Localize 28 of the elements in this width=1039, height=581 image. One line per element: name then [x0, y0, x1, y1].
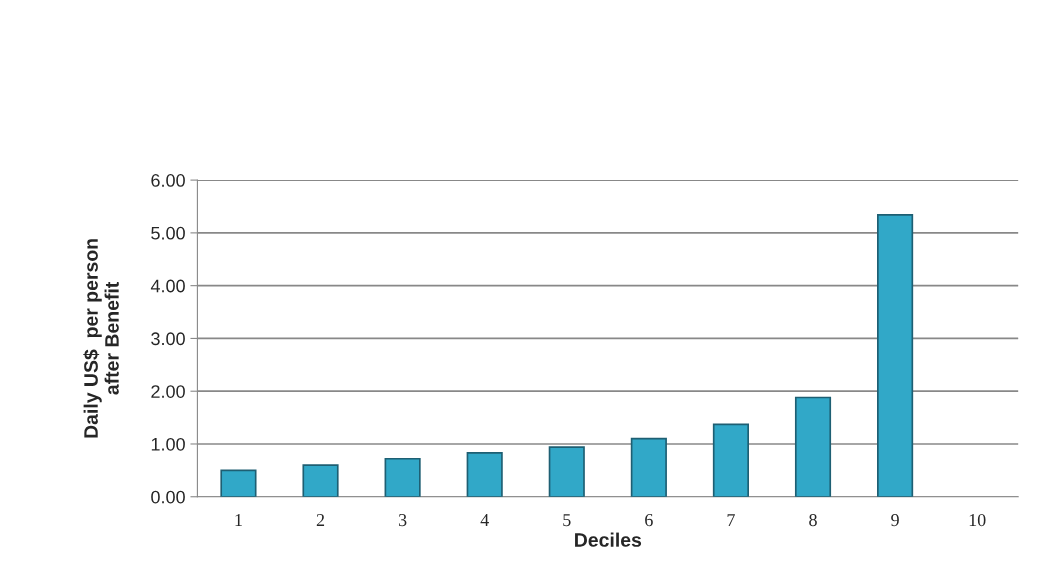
- y-tick-label: 0.00: [151, 490, 185, 504]
- x-tick-label: 6: [645, 513, 653, 527]
- x-tick-label: 2: [316, 513, 325, 526]
- x-tick-label: 7: [727, 514, 735, 526]
- x-tick-label: 4: [480, 514, 489, 526]
- bar: [548, 446, 585, 497]
- y-tick-label: 3.00: [151, 332, 185, 346]
- bar: [302, 464, 339, 497]
- y-tick-label: 2.00: [151, 385, 185, 398]
- y-tick-label: 6.00: [151, 174, 185, 187]
- y-tick-label: 1.00: [151, 437, 185, 451]
- x-tick-label: 5: [563, 514, 571, 527]
- bar: [466, 452, 503, 497]
- bar: [877, 214, 914, 497]
- y-tick-label: 5.00: [151, 226, 185, 240]
- bar: [712, 423, 750, 497]
- bar: [220, 469, 257, 497]
- bar: [384, 457, 421, 497]
- x-tick-label: 1: [235, 514, 242, 526]
- bar: [630, 437, 667, 497]
- x-tick-label: 9: [891, 513, 899, 527]
- y-tick-label: 4.00: [150, 279, 185, 293]
- bar: [794, 396, 832, 497]
- x-tick-label: 3: [398, 513, 407, 527]
- x-axis-title: Deciles: [575, 532, 642, 547]
- y-axis-title: Daily US$ per person after Benefit: [83, 239, 119, 438]
- x-tick-label: 8: [809, 513, 817, 527]
- x-tick-label: 10: [969, 513, 986, 527]
